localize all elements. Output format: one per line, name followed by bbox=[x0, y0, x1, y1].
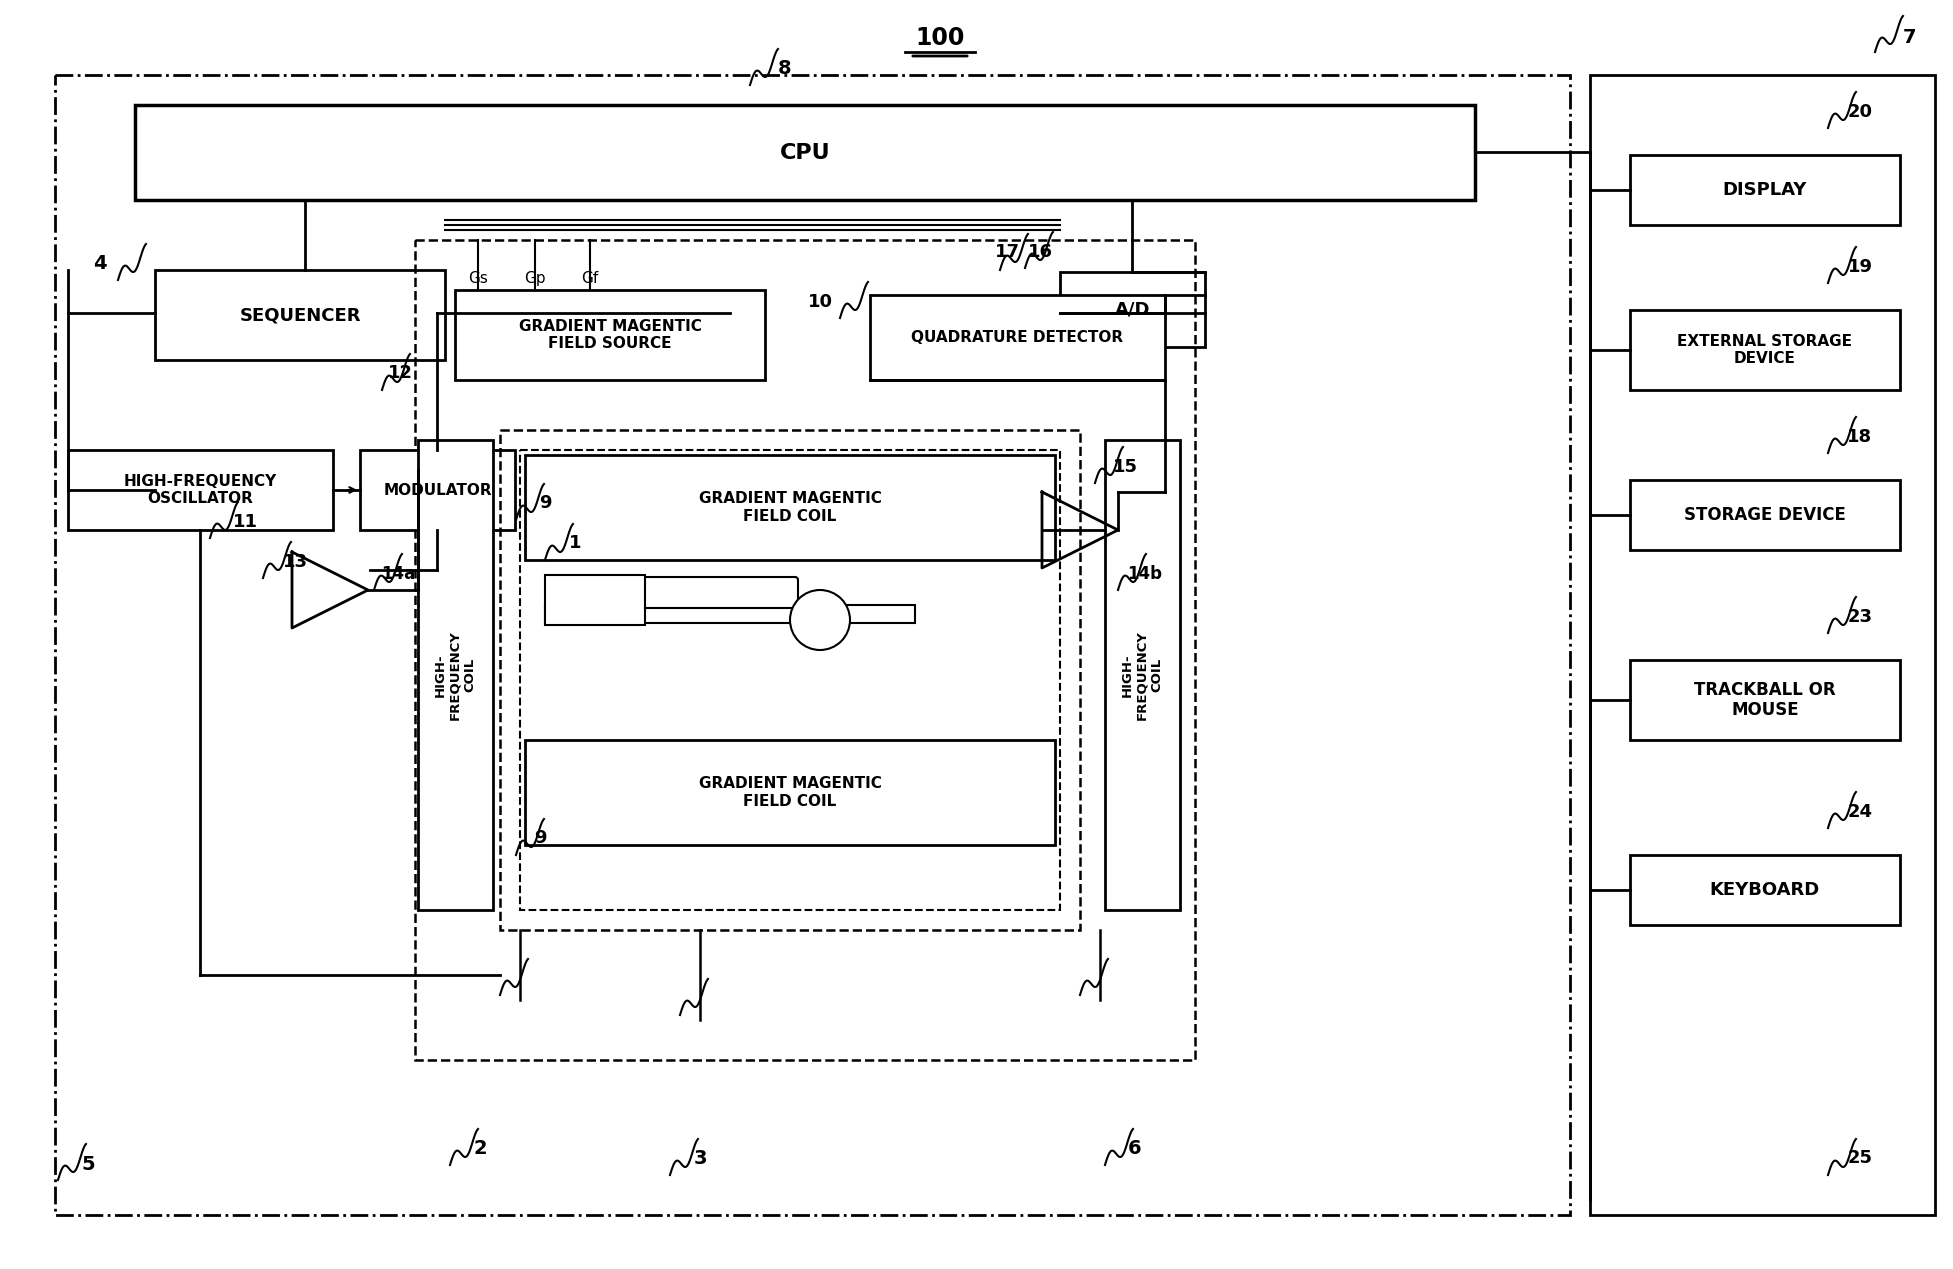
Bar bbox=[869, 294, 1166, 379]
Text: 14b: 14b bbox=[1127, 565, 1162, 582]
Text: HIGH-
FREQUENCY
COIL: HIGH- FREQUENCY COIL bbox=[434, 631, 477, 720]
Bar bbox=[55, 75, 1570, 1214]
Text: 1: 1 bbox=[568, 534, 582, 552]
Text: 17: 17 bbox=[994, 242, 1019, 261]
Text: 8: 8 bbox=[777, 58, 791, 77]
Text: DISPLAY: DISPLAY bbox=[1723, 181, 1807, 199]
Text: A/D: A/D bbox=[1115, 301, 1150, 319]
Text: MODULATOR: MODULATOR bbox=[383, 482, 492, 497]
Circle shape bbox=[791, 590, 850, 650]
Text: KEYBOARD: KEYBOARD bbox=[1711, 881, 1820, 898]
Text: Gp: Gp bbox=[523, 270, 545, 286]
Bar bbox=[1631, 155, 1900, 225]
Bar bbox=[500, 430, 1080, 930]
Bar bbox=[545, 605, 916, 623]
Bar bbox=[1060, 272, 1205, 346]
Text: Gf: Gf bbox=[582, 270, 600, 286]
Text: 3: 3 bbox=[693, 1148, 707, 1167]
Bar bbox=[418, 440, 492, 910]
Text: CPU: CPU bbox=[779, 142, 830, 162]
Bar bbox=[1631, 480, 1900, 549]
Text: 16: 16 bbox=[1027, 242, 1053, 261]
Text: 20: 20 bbox=[1848, 103, 1873, 121]
Text: 2: 2 bbox=[473, 1138, 486, 1157]
Text: 5: 5 bbox=[82, 1156, 96, 1175]
Bar bbox=[1631, 310, 1900, 390]
Bar bbox=[359, 450, 516, 530]
Text: HIGH-
FREQUENCY
COIL: HIGH- FREQUENCY COIL bbox=[1121, 631, 1164, 720]
Text: 4: 4 bbox=[94, 254, 107, 273]
Text: 25: 25 bbox=[1848, 1148, 1873, 1167]
Bar bbox=[525, 456, 1055, 560]
Text: 23: 23 bbox=[1848, 608, 1873, 626]
Text: 24: 24 bbox=[1848, 803, 1873, 821]
Bar bbox=[519, 450, 1060, 910]
Text: 7: 7 bbox=[1904, 28, 1916, 47]
Text: 10: 10 bbox=[807, 293, 832, 311]
Text: 14a: 14a bbox=[381, 565, 416, 582]
Text: 9: 9 bbox=[539, 494, 551, 511]
Bar bbox=[68, 450, 334, 530]
Bar bbox=[455, 291, 766, 379]
Text: 19: 19 bbox=[1848, 258, 1873, 275]
Text: GRADIENT MAGENTIC
FIELD COIL: GRADIENT MAGENTIC FIELD COIL bbox=[699, 491, 881, 524]
Text: SEQUENCER: SEQUENCER bbox=[240, 306, 361, 324]
Text: QUADRATURE DETECTOR: QUADRATURE DETECTOR bbox=[912, 330, 1123, 345]
Bar bbox=[1590, 75, 1935, 1214]
Text: 100: 100 bbox=[916, 25, 965, 49]
Text: 9: 9 bbox=[533, 829, 547, 846]
Text: 12: 12 bbox=[387, 364, 412, 382]
Text: TRACKBALL OR
MOUSE: TRACKBALL OR MOUSE bbox=[1693, 680, 1836, 720]
Text: 18: 18 bbox=[1848, 428, 1873, 445]
Text: 15: 15 bbox=[1113, 458, 1137, 476]
Bar bbox=[1631, 660, 1900, 740]
Text: HIGH-FREQUENCY
OSCILLATOR: HIGH-FREQUENCY OSCILLATOR bbox=[123, 473, 277, 506]
Bar bbox=[154, 270, 445, 360]
Bar bbox=[135, 105, 1475, 201]
Text: GRADIENT MAGENTIC
FIELD SOURCE: GRADIENT MAGENTIC FIELD SOURCE bbox=[519, 319, 701, 352]
Bar bbox=[545, 575, 644, 626]
Text: 13: 13 bbox=[283, 553, 307, 571]
Text: 11: 11 bbox=[232, 513, 258, 530]
Bar bbox=[525, 740, 1055, 845]
FancyBboxPatch shape bbox=[562, 577, 799, 608]
Text: 6: 6 bbox=[1129, 1138, 1143, 1157]
Text: GRADIENT MAGENTIC
FIELD COIL: GRADIENT MAGENTIC FIELD COIL bbox=[699, 777, 881, 808]
Bar bbox=[1631, 855, 1900, 925]
Bar bbox=[1105, 440, 1180, 910]
Bar bbox=[414, 240, 1195, 1060]
Text: STORAGE DEVICE: STORAGE DEVICE bbox=[1683, 506, 1846, 524]
Text: EXTERNAL STORAGE
DEVICE: EXTERNAL STORAGE DEVICE bbox=[1678, 334, 1853, 367]
Text: Gs: Gs bbox=[469, 270, 488, 286]
